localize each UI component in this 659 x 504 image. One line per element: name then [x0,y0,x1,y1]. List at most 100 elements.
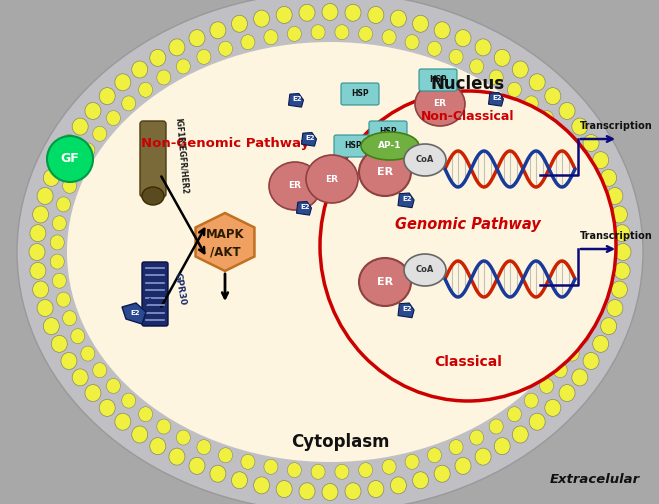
Text: IGF1R/EGFR/HER2: IGF1R/EGFR/HER2 [174,117,190,195]
Ellipse shape [57,197,71,212]
Ellipse shape [382,459,396,474]
FancyBboxPatch shape [142,262,168,326]
Polygon shape [297,202,312,215]
Text: E2: E2 [301,204,310,210]
Ellipse shape [572,118,588,135]
Text: CoA: CoA [416,156,434,164]
Ellipse shape [132,426,148,443]
Ellipse shape [358,463,372,478]
Ellipse shape [559,102,575,119]
Ellipse shape [231,472,248,489]
Ellipse shape [390,10,407,27]
Ellipse shape [592,335,609,352]
Text: HSP: HSP [429,76,447,85]
Ellipse shape [507,82,521,97]
Polygon shape [289,94,303,107]
Ellipse shape [559,385,575,402]
Ellipse shape [489,70,503,85]
Ellipse shape [614,262,630,279]
Ellipse shape [51,335,67,352]
Ellipse shape [607,299,623,317]
Ellipse shape [428,41,442,56]
Ellipse shape [405,454,419,469]
Text: Non-Classical: Non-Classical [421,109,515,122]
Ellipse shape [287,26,301,41]
Ellipse shape [434,465,450,482]
Ellipse shape [554,363,567,377]
Ellipse shape [507,407,521,422]
Ellipse shape [169,448,185,465]
Ellipse shape [565,143,579,158]
FancyBboxPatch shape [419,69,457,91]
Text: Cytoplasm: Cytoplasm [291,433,389,451]
Ellipse shape [32,206,49,223]
Ellipse shape [428,448,442,463]
Text: Extracelular: Extracelular [550,473,640,486]
Text: E2: E2 [305,135,315,141]
Ellipse shape [575,329,589,344]
Text: E2: E2 [130,310,140,316]
Polygon shape [122,303,146,324]
Ellipse shape [72,118,88,135]
Ellipse shape [405,35,419,50]
Ellipse shape [269,162,321,210]
Ellipse shape [361,132,419,160]
Ellipse shape [572,369,588,386]
Ellipse shape [590,292,604,307]
Text: Non-Genomic Pathway: Non-Genomic Pathway [141,138,309,151]
Ellipse shape [494,437,510,455]
Text: GPR30: GPR30 [173,272,187,306]
Ellipse shape [30,262,46,279]
Ellipse shape [594,273,608,288]
Ellipse shape [475,448,491,465]
Ellipse shape [311,464,325,479]
Ellipse shape [475,39,491,56]
Polygon shape [398,193,414,208]
Ellipse shape [359,148,411,196]
FancyBboxPatch shape [341,83,379,105]
Text: HSP: HSP [351,90,369,98]
Text: ER: ER [377,277,393,287]
Ellipse shape [366,134,414,178]
Ellipse shape [358,26,372,41]
Ellipse shape [607,187,623,205]
Text: HSP: HSP [344,142,362,151]
Polygon shape [398,303,414,318]
Ellipse shape [612,206,627,223]
Polygon shape [196,213,254,271]
Ellipse shape [169,39,185,56]
Ellipse shape [540,379,554,394]
Ellipse shape [197,49,211,65]
Ellipse shape [30,225,46,242]
Ellipse shape [43,318,59,335]
Ellipse shape [276,480,292,497]
Ellipse shape [122,96,136,111]
Ellipse shape [241,35,255,50]
Ellipse shape [299,483,315,500]
Ellipse shape [494,49,510,67]
Ellipse shape [47,136,93,182]
Ellipse shape [345,483,361,500]
Ellipse shape [138,82,153,97]
Ellipse shape [106,379,121,394]
Ellipse shape [335,25,349,40]
Ellipse shape [306,155,358,203]
Ellipse shape [382,30,396,45]
Ellipse shape [100,88,115,105]
Text: ER: ER [434,99,447,108]
Ellipse shape [264,30,278,45]
Ellipse shape [157,70,171,85]
Ellipse shape [50,254,65,269]
Ellipse shape [368,480,384,497]
Ellipse shape [72,369,88,386]
Text: GF: GF [61,153,79,165]
Ellipse shape [57,292,71,307]
Ellipse shape [299,4,315,21]
Ellipse shape [17,0,643,504]
Ellipse shape [449,439,463,455]
Ellipse shape [320,91,616,401]
Ellipse shape [100,399,115,416]
Ellipse shape [311,25,325,40]
Text: E2: E2 [292,96,302,102]
Ellipse shape [254,477,270,494]
